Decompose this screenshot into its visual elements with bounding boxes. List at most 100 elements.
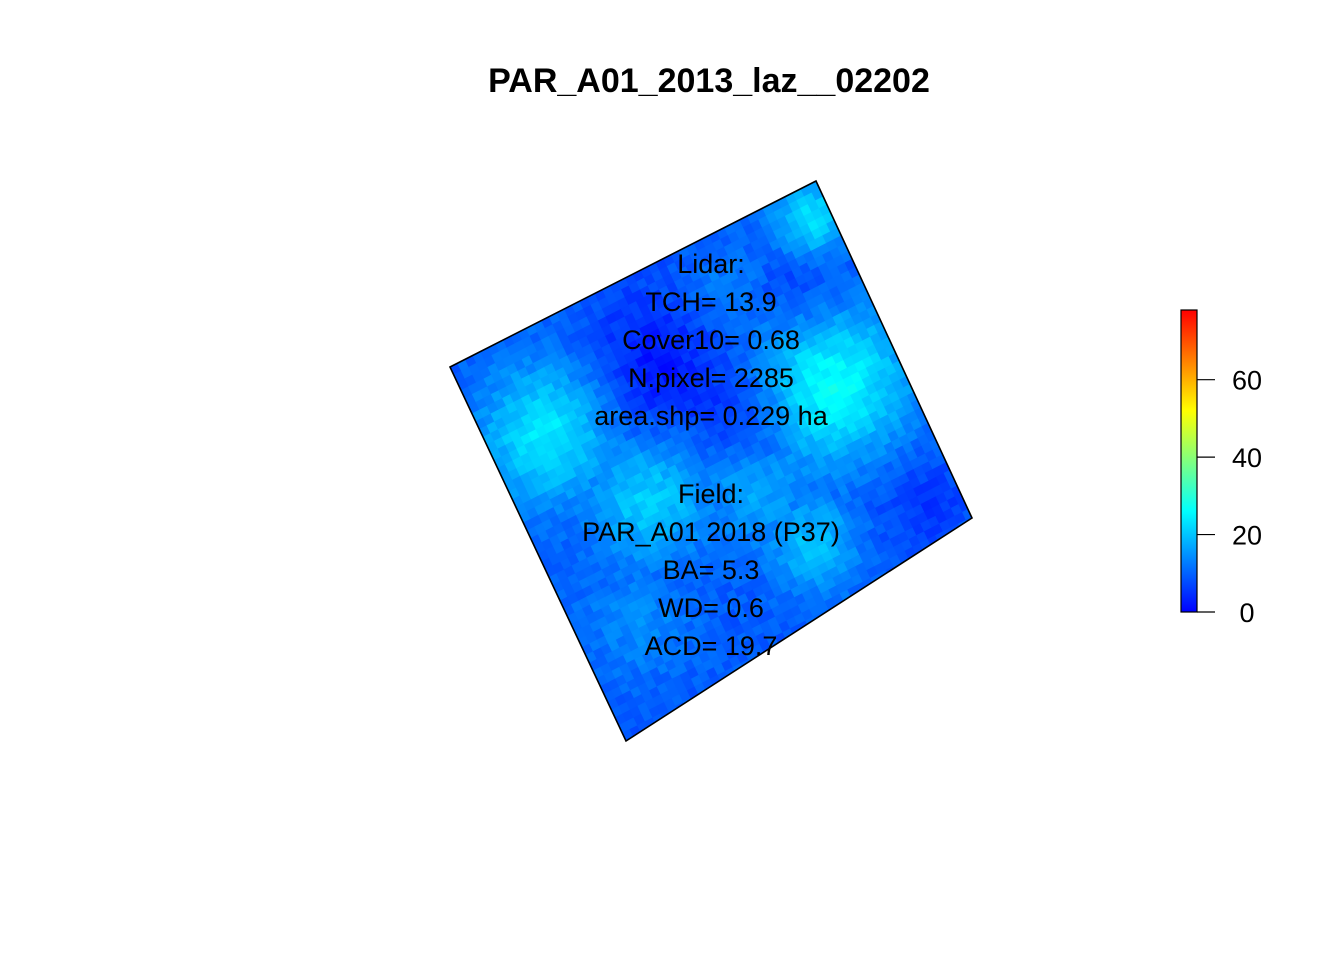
raster-cell bbox=[835, 620, 848, 633]
raster-cell bbox=[869, 593, 882, 606]
raster-cell bbox=[923, 566, 936, 579]
raster-cell bbox=[789, 643, 802, 657]
colorbar-tick-label: 20 bbox=[1232, 521, 1262, 551]
acd-label: ACD= 19.7 bbox=[645, 631, 778, 661]
raster-cell bbox=[926, 573, 939, 587]
raster-cell bbox=[847, 604, 860, 618]
raster-cell bbox=[942, 566, 955, 579]
raster-cell bbox=[911, 581, 924, 595]
raster-cell bbox=[915, 569, 928, 583]
raster-cell bbox=[934, 570, 947, 583]
raster-cell bbox=[946, 535, 959, 548]
raster-cell bbox=[736, 670, 749, 684]
raster-cell bbox=[904, 566, 917, 579]
raster-cell bbox=[977, 539, 988, 551]
raster-cell bbox=[854, 600, 867, 614]
raster-cell bbox=[881, 597, 894, 610]
raster-cell bbox=[865, 604, 878, 618]
raster-cell bbox=[786, 635, 799, 649]
raster-cell bbox=[804, 635, 817, 649]
plot-boundary bbox=[448, 179, 974, 743]
raster-cell bbox=[953, 550, 966, 564]
raster-cell bbox=[713, 682, 726, 695]
raster-cell bbox=[957, 538, 970, 552]
raster-cell bbox=[927, 554, 940, 567]
tch-label: TCH= 13.9 bbox=[645, 287, 776, 317]
raster-cell bbox=[797, 639, 810, 653]
raster-cell bbox=[961, 546, 972, 560]
raster-cell bbox=[824, 616, 837, 630]
raster-cell bbox=[950, 542, 963, 556]
raster-cell bbox=[896, 569, 909, 583]
raster-cell bbox=[973, 532, 984, 544]
raster-cell bbox=[751, 663, 764, 676]
raster-cell bbox=[931, 542, 944, 556]
raster-cell bbox=[831, 612, 844, 626]
raster-cell bbox=[969, 542, 972, 556]
raster-cell bbox=[930, 562, 943, 575]
wd-label: WD= 0.6 bbox=[658, 593, 764, 623]
colorbar-tick-label: 0 bbox=[1239, 598, 1254, 628]
raster-cell bbox=[965, 535, 972, 548]
raster-cell bbox=[759, 659, 772, 672]
raster-cell bbox=[877, 589, 890, 602]
raster-cell bbox=[782, 647, 795, 661]
raster-cell bbox=[908, 573, 921, 587]
npixel-label: N.pixel= 2285 bbox=[628, 363, 794, 393]
raster-cell bbox=[923, 546, 936, 560]
raster-cell bbox=[881, 577, 894, 591]
chart-title: PAR_A01_2013_laz__02202 bbox=[488, 62, 930, 100]
raster-cell bbox=[820, 628, 833, 641]
raster-cell bbox=[934, 550, 947, 564]
area-label: area.shp= 0.229 ha bbox=[594, 401, 828, 431]
raster-cell bbox=[896, 589, 909, 602]
raster-cell bbox=[816, 620, 829, 633]
raster-cell bbox=[866, 585, 879, 598]
raster-cell bbox=[965, 554, 972, 568]
raster-cell bbox=[892, 581, 905, 595]
field-header: Field: bbox=[678, 479, 744, 509]
raster-cell bbox=[873, 601, 886, 614]
annotation-block: Lidar: TCH= 13.9 Cover10= 0.68 N.pixel= … bbox=[582, 249, 840, 661]
raster-cell bbox=[946, 554, 959, 568]
raster-cell bbox=[919, 577, 932, 591]
raster-cell bbox=[961, 527, 972, 540]
raster-cell bbox=[969, 523, 972, 536]
raster-cell bbox=[839, 608, 852, 622]
raster-cell bbox=[949, 562, 962, 575]
raster-cell bbox=[858, 589, 871, 602]
raster-cell bbox=[938, 538, 951, 552]
raster-cell bbox=[981, 547, 992, 559]
raster-cell bbox=[843, 616, 856, 630]
raster-cell bbox=[808, 624, 821, 637]
raster-cell bbox=[888, 593, 901, 606]
cover10-label: Cover10= 0.68 bbox=[622, 325, 800, 355]
raster-cell bbox=[862, 597, 875, 610]
raster-cell bbox=[919, 558, 932, 571]
raster-cell bbox=[801, 628, 814, 641]
raster-cell bbox=[793, 631, 806, 645]
raster-cell bbox=[973, 551, 984, 563]
raster-cell bbox=[957, 558, 970, 571]
colorbar-tick-label: 40 bbox=[1232, 443, 1262, 473]
raster-cell bbox=[858, 608, 871, 622]
raster-cell bbox=[721, 678, 734, 692]
raster-cell bbox=[954, 531, 967, 544]
plot-id-label: PAR_A01 2018 (P37) bbox=[582, 517, 840, 547]
colorbar-bar bbox=[1180, 309, 1198, 613]
ba-label: BA= 5.3 bbox=[663, 555, 760, 585]
raster-cell bbox=[900, 577, 913, 591]
raster-cell bbox=[885, 585, 898, 599]
lidar-header: Lidar: bbox=[677, 249, 745, 279]
raster-cell bbox=[912, 562, 925, 575]
raster-layer bbox=[450, 181, 992, 741]
raster-cell bbox=[728, 674, 741, 688]
colorbar-tick-label: 60 bbox=[1232, 366, 1262, 396]
raster-cell bbox=[942, 546, 955, 560]
raster-cell bbox=[812, 632, 825, 645]
colorbar: 0 20 40 60 bbox=[1180, 309, 1262, 628]
raster-cell bbox=[889, 573, 902, 587]
raster-cell bbox=[743, 666, 756, 680]
raster-cell bbox=[850, 612, 863, 626]
